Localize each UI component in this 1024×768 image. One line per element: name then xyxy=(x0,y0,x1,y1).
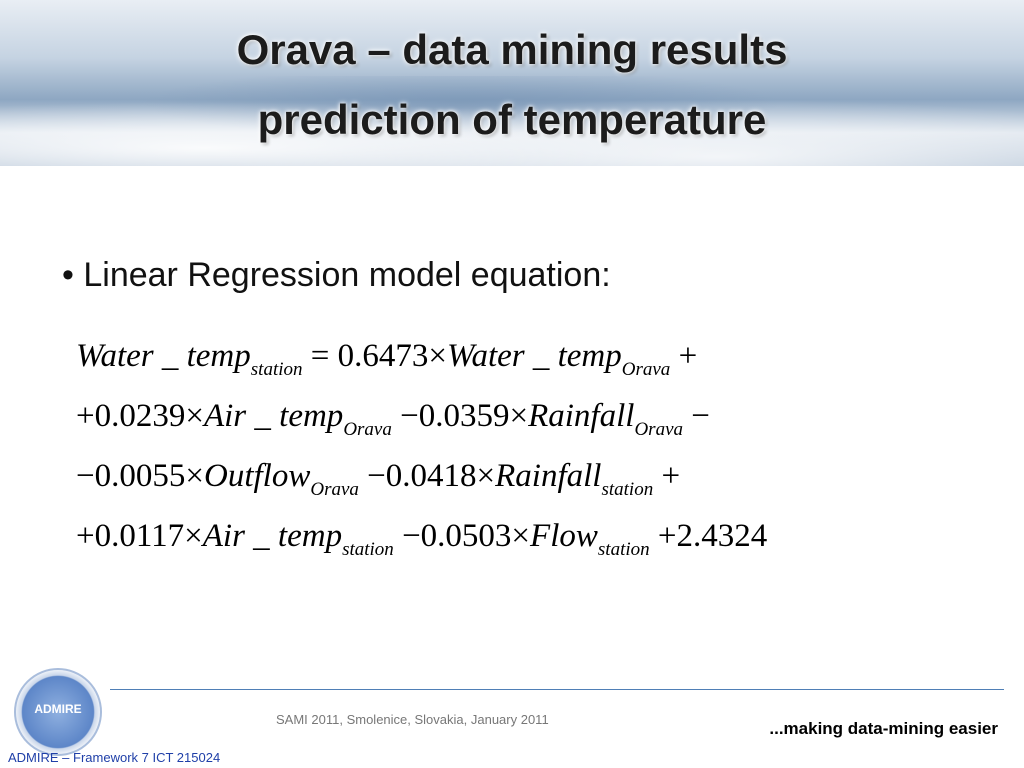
subscript: Orava xyxy=(310,479,359,500)
variable: Water _ temp xyxy=(446,338,622,374)
variable: Rainfall xyxy=(528,398,635,434)
variable: Water _ temp xyxy=(76,338,251,374)
term: = 0.6473× xyxy=(302,338,447,374)
term: +2.4324 xyxy=(649,518,768,554)
subscript: Orava xyxy=(343,419,392,440)
term: −0.0503× xyxy=(393,518,531,554)
header-banner xyxy=(0,0,1024,166)
subscript: station xyxy=(342,539,394,560)
term: − xyxy=(683,398,710,434)
equation-line: Water _ tempstation = 0.6473×Water _ tem… xyxy=(76,338,767,398)
term: +0.0239× xyxy=(76,398,204,434)
footer-rule xyxy=(110,689,1004,690)
bullet-text: Linear Regression model equation: xyxy=(83,256,611,294)
equation-line: −0.0055×OutflowOrava −0.0418×Rainfallsta… xyxy=(76,458,767,518)
project: ADMIRE – Framework 7 ICT 215024 xyxy=(8,750,221,765)
term: −0.0055× xyxy=(76,458,204,494)
subscript: Orava xyxy=(634,419,684,440)
logo: ADMIRE xyxy=(14,668,102,756)
term: + xyxy=(670,338,698,374)
subscript: station xyxy=(597,539,650,560)
title: Orava – data mining results xyxy=(236,26,788,73)
subscript: Orava xyxy=(621,359,671,380)
equation: Water _ tempstation = 0.6473×Water _ tem… xyxy=(76,338,767,578)
equation-line: +0.0117×Air _ tempstation −0.0503×Flowst… xyxy=(76,518,767,578)
title: prediction of temperature xyxy=(257,96,767,143)
tagline: ...making data-mining easier xyxy=(769,719,998,738)
variable: Flow xyxy=(530,518,598,554)
subscript: station xyxy=(250,359,303,380)
variable: Rainfall xyxy=(495,458,602,494)
subscript: station xyxy=(601,479,654,500)
term: −0.0418× xyxy=(358,458,496,494)
event: SAMI 2011, Smolenice, Slovakia, January … xyxy=(276,712,549,727)
variable: Outflow xyxy=(203,458,311,494)
variable: Air _ temp xyxy=(202,518,343,554)
logo-text: ADMIRE xyxy=(34,702,82,716)
variable: Air _ temp xyxy=(203,398,344,434)
equation-line: +0.0239×Air _ tempOrava −0.0359×Rainfall… xyxy=(76,398,767,458)
bullet: • Linear Regression model equation: xyxy=(62,256,611,294)
term: −0.0359× xyxy=(391,398,529,434)
term: + xyxy=(653,458,681,494)
term: +0.0117× xyxy=(76,518,203,554)
mountain-image xyxy=(0,76,1024,166)
